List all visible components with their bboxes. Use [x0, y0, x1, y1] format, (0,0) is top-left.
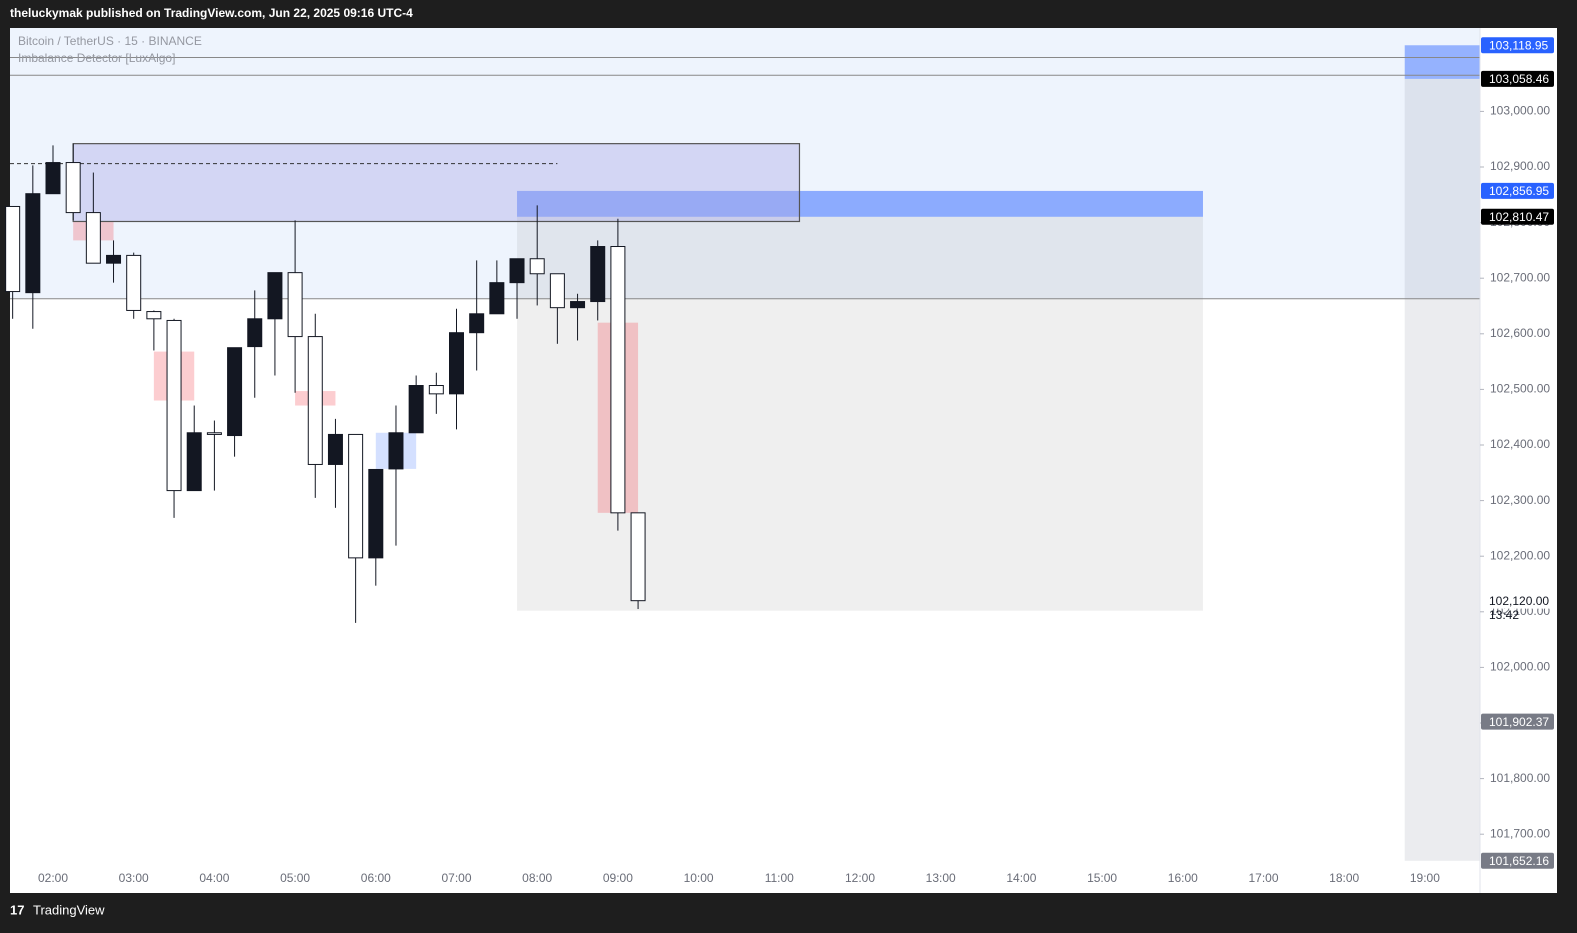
y-tick-label: 102,500.00 — [1490, 382, 1550, 396]
x-tick-label: 17:00 — [1248, 871, 1278, 885]
zone — [72, 143, 801, 223]
y-tick-label: 102,200.00 — [1490, 548, 1550, 562]
price-tag — [1481, 852, 1554, 869]
candle-body — [247, 318, 263, 348]
candle-body — [327, 433, 343, 465]
candle-body — [610, 246, 626, 514]
price-tag — [1481, 37, 1554, 54]
candle-body — [146, 311, 162, 320]
zone — [1404, 45, 1480, 79]
x-tick-label: 14:00 — [1006, 871, 1036, 885]
y-tick-label: 102,600.00 — [1490, 326, 1550, 340]
price-tag — [1481, 182, 1554, 199]
x-tick-label: 08:00 — [522, 871, 552, 885]
y-tick-label: 103,000.00 — [1490, 104, 1550, 118]
y-tick-label: 102,400.00 — [1490, 437, 1550, 451]
candle-body — [106, 254, 122, 264]
x-tick-label: 03:00 — [119, 871, 149, 885]
candle-body — [469, 313, 485, 334]
price-tag-label: 102,120.00 — [1489, 594, 1549, 608]
candle-body — [206, 432, 222, 435]
candle-body — [186, 432, 202, 492]
chart-title: Bitcoin / TetherUS · 15 · BINANCE — [18, 34, 202, 48]
x-tick-label: 09:00 — [603, 871, 633, 885]
candle-body — [227, 347, 243, 437]
x-tick-label: 15:00 — [1087, 871, 1117, 885]
candle-body — [408, 385, 424, 434]
price-tag-label: 103,118.95 — [1489, 38, 1548, 52]
price-tag-label: 102,856.95 — [1489, 184, 1549, 198]
y-tick-label: 101,700.00 — [1490, 826, 1550, 840]
price-tag — [1481, 713, 1554, 730]
zone — [517, 190, 1203, 217]
candle-body — [45, 162, 61, 195]
y-tick-label: 102,700.00 — [1490, 270, 1550, 284]
x-tick-label: 04:00 — [199, 871, 229, 885]
x-tick-label: 05:00 — [280, 871, 310, 885]
y-tick-label: 102,000.00 — [1490, 660, 1550, 674]
price-tag-label: 101,902.37 — [1489, 715, 1549, 729]
x-tick-label: 07:00 — [441, 871, 471, 885]
logo: 17 — [10, 902, 24, 917]
candle-body — [307, 336, 323, 465]
x-tick-label: 02:00 — [38, 871, 68, 885]
candle-body — [166, 319, 182, 492]
candle-body — [570, 301, 586, 309]
x-tick-label: 18:00 — [1329, 871, 1359, 885]
candle-body — [388, 432, 404, 470]
candle-body — [287, 272, 303, 338]
x-tick-label: 10:00 — [684, 871, 714, 885]
candle-body — [428, 385, 444, 395]
candle-body — [630, 512, 646, 602]
price-tag — [1481, 592, 1554, 609]
price-tag — [1481, 70, 1554, 87]
footer: TradingView — [33, 902, 105, 917]
candle-body — [489, 282, 505, 315]
zone — [1404, 78, 1480, 861]
header: theluckymak published on TradingView.com… — [10, 6, 413, 20]
price-tag-label: 101,652.16 — [1489, 854, 1549, 868]
x-tick-label: 16:00 — [1168, 871, 1198, 885]
y-tick-label: 102,900.00 — [1490, 159, 1550, 173]
candle-body — [348, 433, 364, 559]
x-tick-label: 13:00 — [926, 871, 956, 885]
candle-body — [368, 468, 384, 559]
candle-body — [449, 332, 464, 395]
indicator-name: Imbalance Detector [LuxAlgo] — [18, 51, 175, 65]
price-tag-label: 102,810.47 — [1489, 210, 1549, 224]
y-tick-label: 101,800.00 — [1490, 771, 1550, 785]
plot — [5, 28, 1480, 861]
price-tag — [1481, 208, 1554, 225]
x-tick-label: 06:00 — [361, 871, 391, 885]
candle-body — [5, 205, 21, 293]
y-tick-label: 102,300.00 — [1490, 493, 1550, 507]
candle-body — [126, 254, 142, 311]
x-tick-label: 11:00 — [765, 871, 794, 885]
x-tick-label: 19:00 — [1410, 871, 1440, 885]
candle-body — [267, 272, 283, 320]
candle-body — [65, 162, 81, 214]
x-tick-label: 12:00 — [845, 871, 875, 885]
candle-body — [549, 273, 565, 309]
candle-body — [529, 258, 545, 275]
candle-body — [509, 258, 525, 284]
candle-body — [25, 193, 41, 294]
price-tag-label: 103,058.46 — [1489, 72, 1549, 86]
countdown: 13:42 — [1489, 608, 1519, 622]
candle-body — [85, 212, 101, 264]
candle-body — [590, 246, 606, 303]
